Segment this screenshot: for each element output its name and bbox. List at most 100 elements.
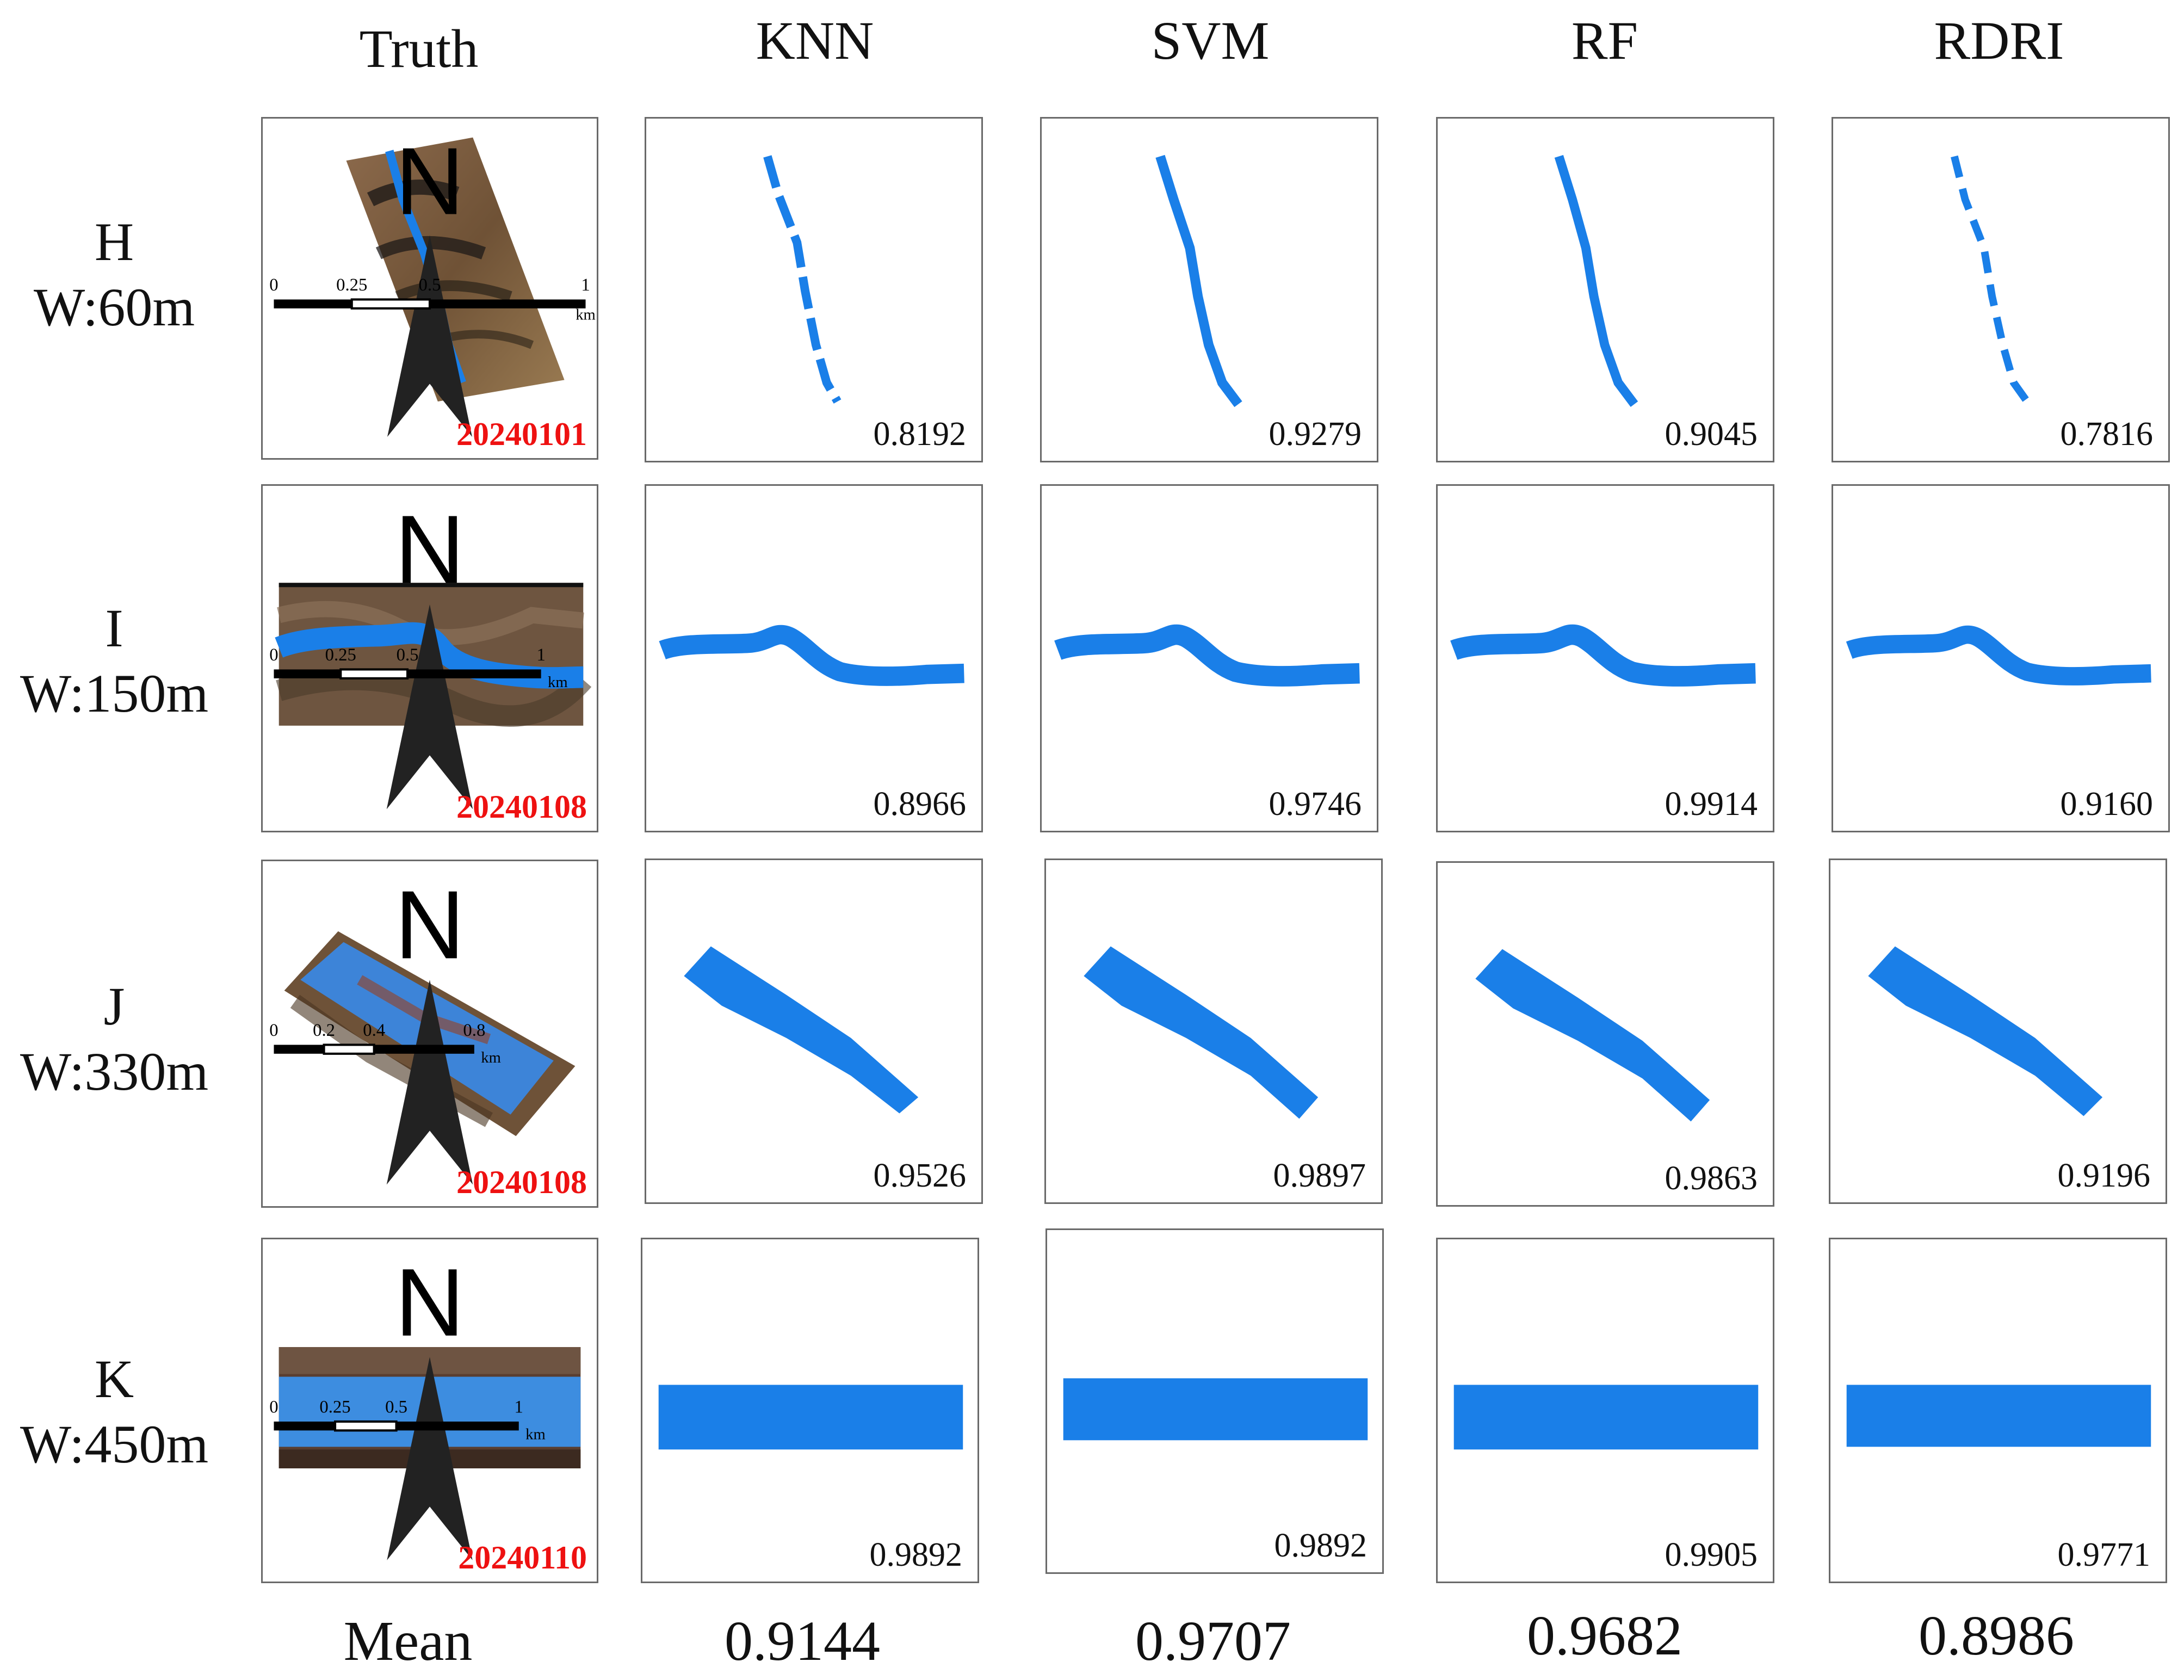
water-mask [1846,625,2151,685]
north-arrow-icon: N [386,495,473,810]
mean-label: Mean [343,1610,473,1672]
result-panel-h-rf: 0.9045 [1436,117,1774,462]
svg-text:N: N [395,1249,465,1356]
svg-text:0: 0 [269,275,278,295]
header-truth: Truth [359,18,479,79]
water-mask [659,625,964,686]
water-mask [1475,949,1710,1122]
row-width: W:330m [20,1041,209,1102]
water-mask [684,946,919,1114]
svg-text:0.25: 0.25 [336,275,367,295]
svg-text:km: km [525,1426,546,1443]
acquisition-date: 20240108 [456,789,587,825]
row-width: W:60m [33,277,195,337]
svg-text:N: N [395,870,465,979]
mean-value-knn: 0.9144 [725,1610,880,1672]
north-arrow-icon: N [387,1249,473,1560]
svg-text:0.25: 0.25 [319,1398,350,1417]
result-panel-i-svm: 0.9746 [1040,484,1378,832]
truth-image-h: N 0 0.25 0.5 1 km 20240101 [261,117,598,460]
water-mask [1951,155,2031,404]
score-value: 0.7816 [2060,416,2154,453]
result-panel-j-knn: 0.9526 [645,858,983,1204]
result-panel-h-svm: 0.9279 [1040,117,1378,462]
result-panel-k-rf: 0.9905 [1436,1238,1774,1583]
score-value: 0.9914 [1665,786,1758,823]
svg-text:km: km [576,306,596,323]
truth-image-i: N 0 0.25 0.5 1 km 20240108 [261,484,598,832]
svg-text:km: km [548,674,568,691]
score-value: 0.9863 [1665,1160,1758,1197]
header-knn: KNN [756,10,874,71]
svg-text:0: 0 [269,1021,278,1040]
svg-text:0.2: 0.2 [313,1021,335,1040]
mean-value-svm: 0.9707 [1135,1610,1291,1672]
north-arrow-icon: N [387,128,472,437]
score-value: 0.9160 [2060,786,2154,823]
row-width: W:450m [20,1414,209,1474]
acquisition-date: 20240108 [456,1164,587,1200]
svg-text:N: N [395,128,465,235]
header-rdri: RDRI [1934,10,2064,71]
score-value: 0.9746 [1269,786,1362,823]
row-label-i: I W:150m [0,596,239,726]
acquisition-date: 20240110 [458,1540,587,1576]
row-site: J [103,976,125,1036]
mean-value-rdri: 0.8986 [1919,1604,2074,1667]
score-value: 0.8966 [873,786,967,823]
water-mask [1084,946,1319,1119]
water-mask [1868,946,2103,1116]
score-value: 0.9045 [1665,416,1758,453]
water-mask [763,155,842,404]
score-value: 0.9892 [1274,1527,1368,1564]
score-value: 0.9196 [2057,1157,2151,1194]
water-mask [658,1385,963,1450]
truth-image-j: N 0 0.2 0.4 0.8 km 20240108 [261,860,598,1208]
row-label-h: H W:60m [0,209,239,340]
scale-bar: 0 0.25 0.5 1 km [269,275,596,323]
north-arrow-icon: N [386,870,473,1185]
water-mask [1450,624,1756,687]
row-site: H [94,212,134,272]
water-mask [1554,155,1638,407]
svg-text:0.25: 0.25 [325,645,356,665]
svg-text:1: 1 [515,1398,523,1417]
water-mask [1063,1378,1368,1441]
row-label-k: K W:450m [0,1347,239,1477]
score-value: 0.9892 [869,1536,963,1573]
scale-bar: 0 0.25 0.5 1 km [269,1398,546,1443]
result-panel-j-svm: 0.9897 [1044,858,1383,1204]
result-panel-i-rdri: 0.9160 [1832,484,2170,832]
row-label-j: J W:330m [0,974,239,1104]
score-value: 0.8192 [873,416,967,453]
result-panel-k-rdri: 0.9771 [1829,1238,2167,1583]
result-panel-h-rdri: 0.7816 [1832,117,2170,462]
score-value: 0.9897 [1273,1157,1366,1194]
svg-text:1: 1 [536,645,545,665]
score-value: 0.9279 [1269,416,1362,453]
svg-text:1: 1 [581,275,590,295]
result-panel-j-rdri: 0.9196 [1829,858,2167,1204]
svg-text:0.5: 0.5 [385,1398,407,1417]
header-rf: RF [1571,10,1638,71]
svg-text:0.4: 0.4 [363,1021,385,1040]
svg-text:N: N [395,495,465,603]
result-panel-j-rf: 0.9863 [1436,861,1774,1207]
scale-bar: 0 0.25 0.5 1 km [269,645,568,691]
header-svm: SVM [1151,10,1270,71]
result-panel-i-knn: 0.8966 [645,484,983,832]
mean-value-rf: 0.9682 [1527,1604,1682,1667]
score-value: 0.9771 [2057,1536,2151,1573]
row-width: W:150m [20,663,209,724]
svg-text:0.5: 0.5 [419,275,441,295]
svg-text:km: km [481,1049,501,1066]
row-site: K [94,1349,134,1409]
acquisition-date: 20240101 [456,416,587,452]
water-mask [1846,1385,2151,1447]
row-site: I [105,598,123,658]
svg-text:0: 0 [269,1398,278,1417]
water-mask [1054,624,1360,687]
svg-text:0.8: 0.8 [463,1021,485,1040]
truth-image-k: N 0 0.25 0.5 1 km 20240110 [261,1238,598,1583]
svg-text:0: 0 [269,645,278,665]
